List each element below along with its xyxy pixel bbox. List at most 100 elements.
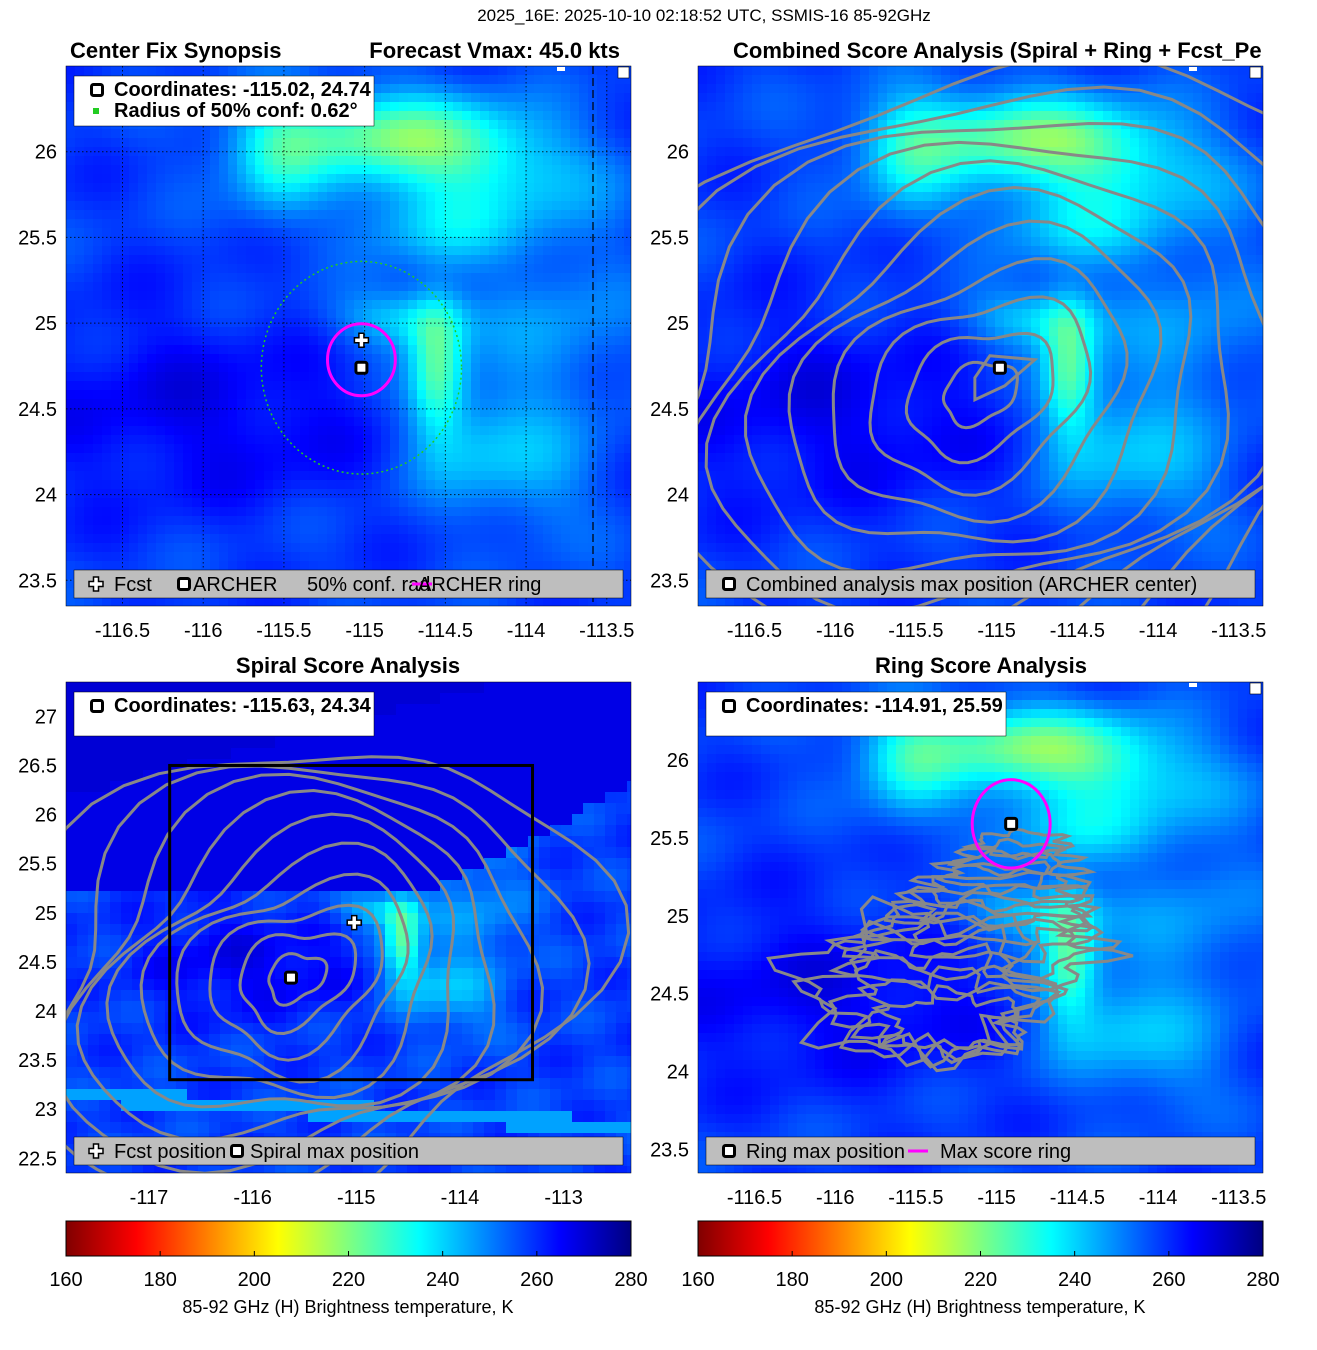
heatmap-cell bbox=[111, 543, 120, 552]
heatmap-cell bbox=[372, 237, 381, 246]
heatmap-cell bbox=[624, 273, 631, 282]
heatmap-cell bbox=[525, 516, 534, 525]
heatmap-cell bbox=[878, 210, 887, 219]
heatmap-cell bbox=[129, 525, 138, 534]
heatmap-cell bbox=[606, 597, 615, 606]
heatmap-cell bbox=[444, 264, 453, 273]
heatmap-cell bbox=[291, 273, 300, 282]
heatmap-cell bbox=[255, 237, 264, 246]
heatmap-cell bbox=[707, 84, 716, 93]
heatmap-cell bbox=[525, 417, 534, 426]
heatmap-cell bbox=[102, 381, 111, 390]
heatmap-cell bbox=[1121, 102, 1130, 111]
heatmap-cell bbox=[102, 561, 111, 570]
heatmap-cell bbox=[743, 102, 752, 111]
heatmap-cell bbox=[516, 516, 525, 525]
heatmap-cell bbox=[426, 336, 435, 345]
heatmap-cell bbox=[489, 561, 498, 570]
heatmap-cell bbox=[399, 462, 408, 471]
heatmap-cell bbox=[480, 525, 489, 534]
heatmap-cell bbox=[615, 390, 624, 399]
heatmap-cell bbox=[995, 75, 1004, 84]
heatmap-cell bbox=[156, 480, 165, 489]
heatmap-cell bbox=[716, 111, 725, 120]
heatmap-cell bbox=[363, 498, 372, 507]
heatmap-cell bbox=[579, 111, 588, 120]
heatmap-cell bbox=[1247, 210, 1256, 219]
heatmap-cell bbox=[120, 498, 129, 507]
heatmap-cell bbox=[291, 489, 300, 498]
heatmap-cell bbox=[1130, 174, 1139, 183]
heatmap-cell bbox=[462, 246, 471, 255]
heatmap-cell bbox=[165, 228, 174, 237]
heatmap-cell bbox=[192, 345, 201, 354]
heatmap-cell bbox=[93, 237, 102, 246]
heatmap-cell bbox=[66, 534, 75, 543]
heatmap-cell bbox=[860, 66, 869, 75]
heatmap-cell bbox=[66, 192, 75, 201]
heatmap-cell bbox=[309, 498, 318, 507]
heatmap-cell bbox=[995, 147, 1004, 156]
heatmap-cell bbox=[246, 165, 255, 174]
heatmap-cell bbox=[138, 246, 147, 255]
heatmap-cell bbox=[1121, 174, 1130, 183]
heatmap-cell bbox=[192, 534, 201, 543]
heatmap-cell bbox=[1004, 147, 1013, 156]
heatmap-cell bbox=[761, 219, 770, 228]
heatmap-cell bbox=[147, 336, 156, 345]
heatmap-cell bbox=[246, 309, 255, 318]
heatmap-cell bbox=[327, 345, 336, 354]
heatmap-cell bbox=[399, 354, 408, 363]
heatmap-cell bbox=[102, 489, 111, 498]
heatmap-cell bbox=[525, 165, 534, 174]
heatmap-cell bbox=[570, 255, 579, 264]
heatmap-cell bbox=[516, 138, 525, 147]
heatmap-cell bbox=[309, 237, 318, 246]
heatmap-cell bbox=[228, 354, 237, 363]
combined-panel: Combined analysis max position (ARCHER c… bbox=[650, 65, 1266, 642]
heatmap-cell bbox=[102, 174, 111, 183]
heatmap-cell bbox=[570, 318, 579, 327]
heatmap-cell bbox=[138, 489, 147, 498]
heatmap-cell bbox=[165, 66, 174, 75]
heatmap-cell bbox=[516, 507, 525, 516]
heatmap-cell bbox=[192, 399, 201, 408]
heatmap-cell bbox=[183, 390, 192, 399]
heatmap-cell bbox=[120, 147, 129, 156]
heatmap-cell bbox=[435, 174, 444, 183]
heatmap-cell bbox=[174, 471, 183, 480]
heatmap-cell bbox=[246, 516, 255, 525]
heatmap-cell bbox=[129, 309, 138, 318]
heatmap-cell bbox=[111, 498, 120, 507]
heatmap-cell bbox=[534, 237, 543, 246]
heatmap-cell bbox=[561, 552, 570, 561]
heatmap-cell bbox=[606, 111, 615, 120]
heatmap-cell bbox=[399, 381, 408, 390]
heatmap-cell bbox=[1184, 93, 1193, 102]
heatmap-cell bbox=[1148, 120, 1157, 129]
heatmap-cell bbox=[716, 201, 725, 210]
heatmap-cell bbox=[1157, 210, 1166, 219]
heatmap-cell bbox=[570, 426, 579, 435]
heatmap-cell bbox=[75, 345, 84, 354]
heatmap-cell bbox=[336, 453, 345, 462]
archer-square-icon bbox=[90, 83, 104, 97]
heatmap-cell bbox=[129, 498, 138, 507]
heatmap-cell bbox=[444, 507, 453, 516]
heatmap-cell bbox=[1013, 84, 1022, 93]
heatmap-cell bbox=[435, 354, 444, 363]
heatmap-cell bbox=[471, 453, 480, 462]
heatmap-cell bbox=[390, 66, 399, 75]
heatmap-cell bbox=[471, 75, 480, 84]
heatmap-cell bbox=[480, 102, 489, 111]
heatmap-cell bbox=[453, 264, 462, 273]
heatmap-cell bbox=[336, 372, 345, 381]
heatmap-cell bbox=[390, 336, 399, 345]
heatmap-cell bbox=[219, 354, 228, 363]
heatmap-cell bbox=[372, 138, 381, 147]
heatmap-cell bbox=[210, 183, 219, 192]
heatmap-cell bbox=[426, 255, 435, 264]
heatmap-cell bbox=[66, 390, 75, 399]
heatmap-cell bbox=[462, 399, 471, 408]
heatmap-cell bbox=[300, 300, 309, 309]
